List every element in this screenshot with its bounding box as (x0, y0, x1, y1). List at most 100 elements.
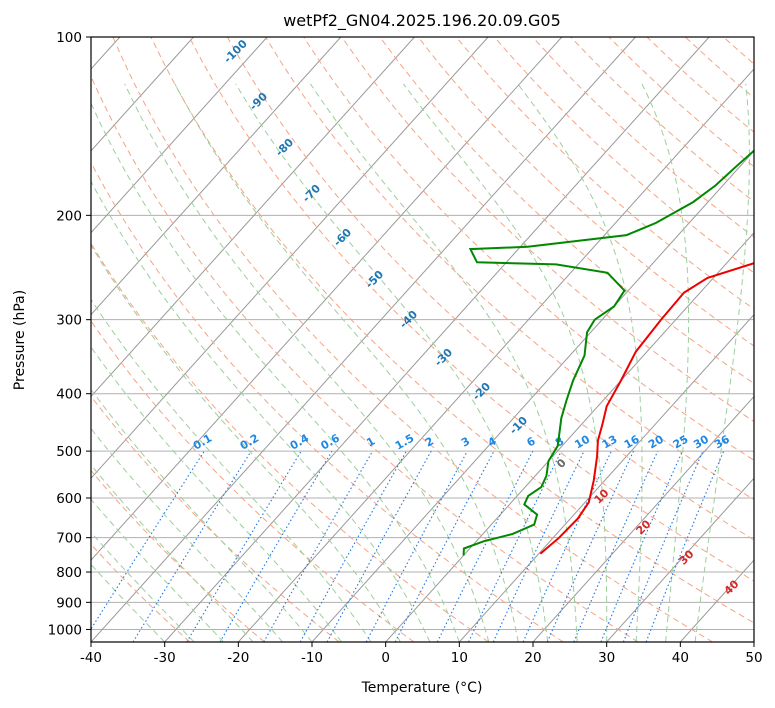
y-tick-label: 600 (56, 491, 82, 507)
isotherm-line (311, 150, 754, 642)
mixing-ratio-line (573, 450, 659, 642)
y-axis-label: Pressure (hPa) (12, 290, 28, 390)
mixing-ratio-line (365, 450, 468, 642)
mixing-ratio-label: 0.6 (319, 431, 343, 452)
mixing-ratio-label: 1 (364, 435, 377, 450)
line-labels: 0.1 0.2 0.4 0.6 1 1.5 2 3 4 6 8 10 13 16 20 25 30 36-100-… (191, 37, 742, 598)
x-tick-label: -20 (227, 650, 249, 666)
moist-adiabat-line (694, 83, 750, 642)
dry-adiabat-label: -50 (363, 268, 386, 291)
mixing-ratio-label: 30 (691, 432, 711, 451)
isotherm-line (91, 37, 636, 642)
isotherm-line (91, 37, 489, 480)
y-tick-label: 700 (56, 531, 82, 547)
moist-adiabat-line (91, 180, 431, 642)
dry-adiabat-label: -90 (247, 90, 270, 113)
moist-adiabat-line (403, 83, 608, 642)
mixing-ratio-label: 10 (572, 432, 592, 451)
mixing-ratio-label: 20 (646, 432, 666, 451)
mixing-ratio-line (645, 450, 725, 642)
x-tick-label: -10 (301, 650, 323, 666)
y-tick-label: 800 (56, 565, 82, 581)
mixing-ratio-label: 3 (459, 435, 472, 450)
dry-adiabat-label: -20 (470, 380, 493, 403)
y-tick-label: 1000 (48, 622, 82, 638)
dry-adiabat-line (226, 37, 754, 541)
moist-adiabat-label: 0 (554, 456, 569, 471)
mixing-ratio-line (546, 450, 634, 642)
y-tick-label: 100 (56, 30, 82, 46)
mixing-ratio-label: 25 (671, 433, 691, 452)
dry-adiabat-line (532, 37, 754, 238)
moist-adiabat-label: 30 (677, 547, 697, 567)
moist-adiabat-line (91, 346, 342, 642)
isotherm-line (679, 559, 754, 642)
x-tick-label: 40 (672, 650, 689, 666)
dry-adiabat-line (91, 161, 564, 642)
dry-adiabat-line (150, 37, 754, 624)
mixing-ratio-line (436, 450, 534, 642)
mixing-ratio-line (622, 450, 704, 642)
moist-adiabat-line (124, 83, 490, 642)
mixing-ratio-line (326, 450, 432, 642)
isotherm-line (91, 37, 415, 398)
mixing-ratio-label: 0.2 (238, 432, 261, 453)
y-tick-label: 200 (56, 208, 82, 224)
dry-adiabat-line (646, 37, 754, 133)
moist-adiabat-line (174, 83, 519, 642)
mixing-ratio-label: 13 (600, 433, 620, 452)
moist-adiabat-line (641, 83, 690, 642)
moist-adiabat-line (91, 244, 401, 642)
isotherm-line (91, 37, 194, 152)
moist-adiabat-line (517, 83, 643, 642)
isotherm-line (164, 37, 710, 642)
dry-adiabat-label: -10 (507, 414, 530, 437)
mixing-ratio-label: 6 (524, 434, 537, 449)
moist-adiabat-line (91, 102, 460, 642)
mixing-ratio-line (91, 450, 205, 630)
dry-adiabat-label: -60 (331, 226, 354, 249)
dewpoint-profile-line (462, 149, 754, 556)
dry-adiabat-label: -30 (432, 346, 455, 369)
isotherm-line (458, 313, 754, 642)
y-tick-label: 300 (56, 313, 82, 329)
x-tick-label: 0 (381, 650, 390, 666)
chart-title: wetPf2_GN04.2025.196.20.09.G05 (283, 11, 561, 31)
isotherm-line (753, 641, 754, 642)
dry-adiabat-line (265, 37, 754, 501)
moist-adiabat-label: 10 (592, 486, 612, 506)
dry-adiabat-line (91, 395, 340, 642)
mixing-ratio-line (132, 450, 252, 642)
dry-adiabat-line (417, 37, 754, 347)
moist-adiabat-line (91, 298, 372, 642)
x-axis-label: Temperature (°C) (361, 680, 483, 696)
dry-adiabat-line (91, 242, 489, 642)
dry-adiabat-line (91, 320, 415, 642)
x-tick-label: -30 (154, 650, 176, 666)
moist-adiabat-line (91, 388, 313, 642)
moist-adiabat-line (91, 427, 283, 642)
dry-adiabat-line (379, 37, 754, 385)
dry-adiabat-line (91, 543, 191, 642)
dry-adiabat-line (91, 469, 265, 642)
y-tick-label: 900 (56, 595, 82, 611)
moist-adiabat-line (235, 83, 549, 642)
isotherm-line (91, 37, 342, 316)
axes: -40 -30 -20 -10 0 10 20 30 40 5010020030040050060… (48, 30, 763, 666)
dry-adiabat-line (455, 37, 754, 310)
x-tick-label: 50 (745, 650, 762, 666)
isotherm-line (237, 68, 754, 642)
isotherm-line (606, 477, 754, 642)
y-tick-label: 400 (56, 387, 82, 403)
x-tick-label: -40 (80, 650, 102, 666)
dry-adiabat-label: -70 (300, 182, 323, 205)
moist-adiabat-line (91, 498, 224, 642)
plot-frame (90, 36, 755, 643)
x-tick-label: 10 (451, 650, 468, 666)
moist-adiabat-line (91, 531, 195, 642)
isotherm-line (91, 37, 268, 234)
mixing-ratio-line (600, 450, 683, 642)
isotherm-line (91, 37, 563, 561)
mixing-ratio-label: 16 (622, 432, 642, 451)
